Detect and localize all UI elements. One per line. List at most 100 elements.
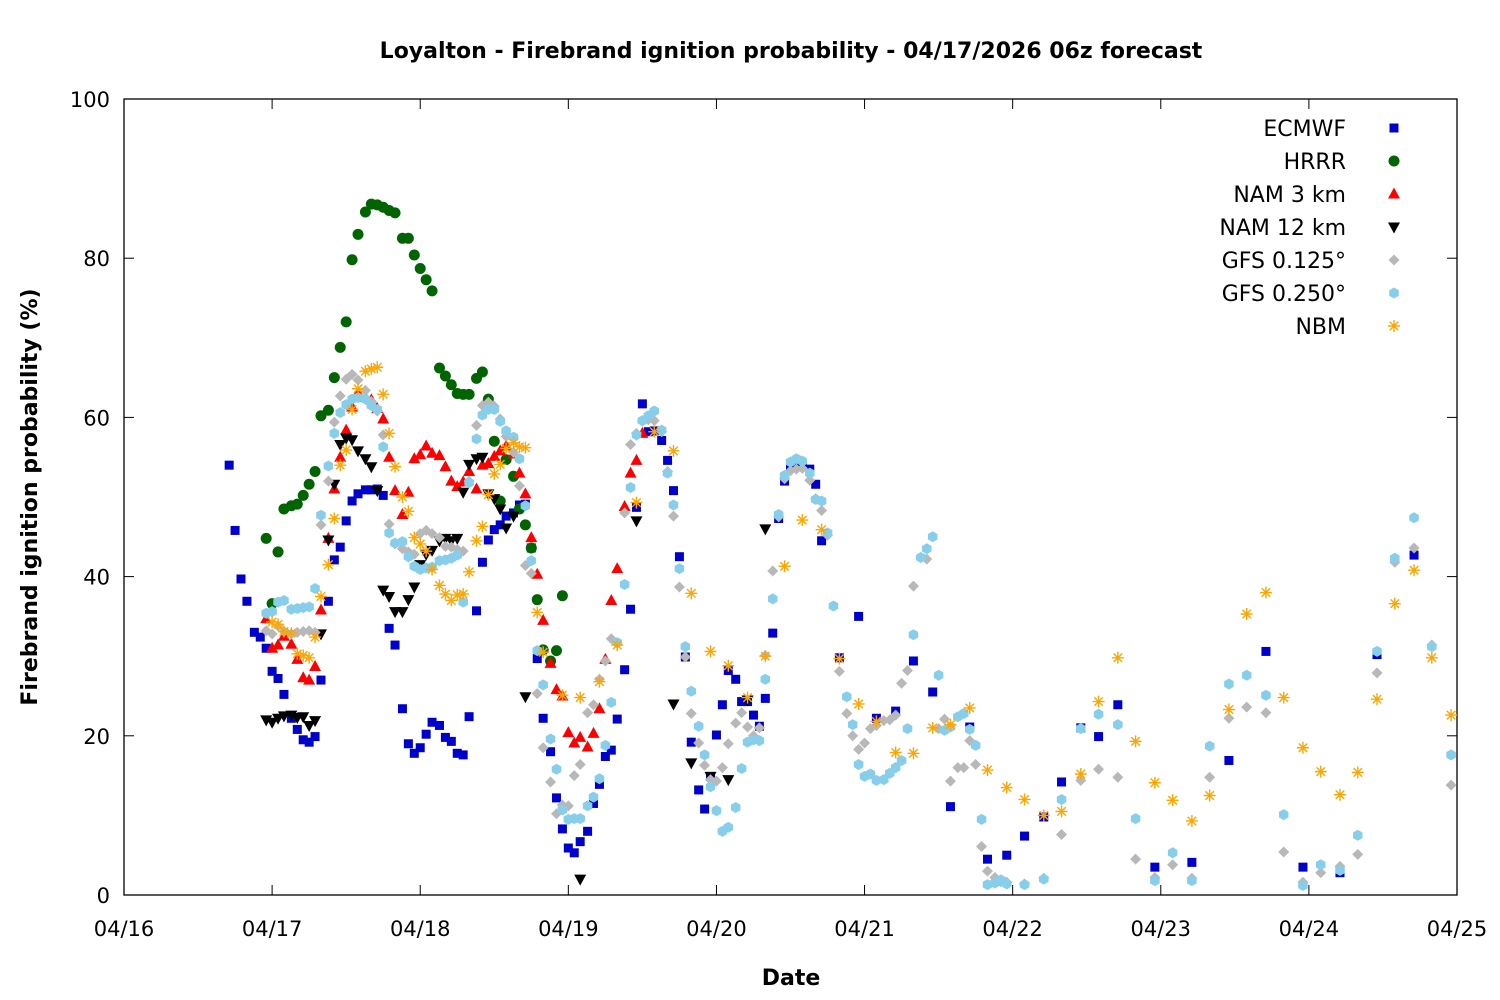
data-point-gfs-0-250	[896, 754, 907, 766]
data-point-gfs-0-125	[315, 519, 327, 531]
data-point-nbm	[889, 746, 902, 759]
data-point-gfs-0-250	[693, 720, 704, 732]
data-point-nbm	[414, 537, 427, 550]
data-point-ecmwf	[378, 490, 388, 500]
data-point-ecmwf	[663, 455, 673, 465]
data-point-nbm	[352, 382, 365, 395]
data-point-nam-12-km	[722, 775, 735, 787]
data-point-ecmwf	[551, 793, 561, 803]
data-point-nbm	[291, 647, 304, 660]
data-point-gfs-0-125	[625, 438, 637, 450]
data-point-gfs-0-125	[902, 665, 914, 677]
data-point-gfs-0-125	[513, 480, 525, 492]
legend-marker-gfs-0-125	[1388, 254, 1400, 266]
data-point-gfs-0-250	[1204, 740, 1215, 752]
data-point-nam-3-km	[439, 460, 452, 472]
data-point-hrrr	[488, 435, 500, 447]
data-point-ecmwf	[390, 640, 400, 650]
data-point-gfs-0-125	[471, 419, 483, 431]
legend-marker-nam-3-km	[1388, 187, 1400, 199]
data-point-gfs-0-125	[1093, 763, 1105, 775]
data-point-nbm	[852, 697, 865, 710]
legend-entry-ecmwf: ECMWF	[1263, 117, 1399, 142]
data-point-nbm	[1333, 788, 1346, 801]
data-point-gfs-0-250	[927, 531, 938, 543]
x-tick-label: 04/23	[1131, 917, 1192, 941]
legend-label: GFS 0.250°	[1222, 282, 1346, 307]
data-point-ecmwf	[316, 675, 326, 685]
data-point-gfs-0-125	[1408, 542, 1420, 554]
data-point-ecmwf	[637, 399, 647, 409]
data-point-gfs-0-125	[426, 528, 438, 540]
data-point-gfs-0-250	[501, 425, 511, 437]
legend-label: ECMWF	[1263, 117, 1346, 142]
data-point-gfs-0-125	[352, 374, 364, 386]
data-point-nbm	[396, 491, 409, 503]
data-point-gfs-0-250	[1390, 552, 1400, 564]
data-point-nam-3-km	[624, 466, 637, 478]
data-point-nbm	[1351, 766, 1364, 779]
data-point-gfs-0-125	[907, 580, 919, 592]
data-point-ecmwf	[452, 748, 462, 758]
data-point-gfs-0-250	[267, 606, 277, 618]
data-point-gfs-0-125	[377, 429, 389, 441]
data-point-ecmwf	[1113, 700, 1123, 710]
data-point-gfs-0-250	[323, 460, 334, 472]
data-point-nam-3-km	[340, 423, 353, 435]
data-point-nam-12-km	[463, 459, 476, 471]
data-point-nbm	[704, 645, 717, 658]
data-point-ecmwf	[267, 666, 277, 676]
data-point-gfs-0-125	[841, 708, 853, 720]
data-point-ecmwf	[532, 654, 542, 664]
data-point-ecmwf	[261, 643, 271, 653]
data-point-gfs-0-125	[545, 776, 557, 788]
data-point-nbm	[722, 659, 735, 672]
data-point-ecmwf	[569, 848, 579, 858]
data-point-gfs-0-250	[304, 601, 314, 613]
data-point-gfs-0-250	[464, 477, 474, 489]
x-tick-label: 04/22	[982, 917, 1043, 941]
data-point-ecmwf	[908, 656, 918, 666]
data-point-gfs-0-125	[970, 758, 982, 770]
data-point-nbm	[685, 587, 698, 600]
data-point-gfs-0-250	[656, 424, 667, 436]
data-point-gfs-0-250	[1446, 749, 1456, 761]
data-point-gfs-0-125	[1130, 853, 1142, 865]
data-point-gfs-0-250	[699, 749, 710, 761]
data-point-nam-12-km	[371, 486, 384, 498]
data-point-nbm	[297, 649, 310, 662]
data-point-nam-12-km	[457, 487, 470, 499]
data-point-gfs-0-250	[723, 821, 734, 833]
data-point-nbm	[334, 459, 347, 472]
data-point-nbm	[1000, 781, 1013, 794]
data-point-nbm	[815, 523, 828, 536]
data-point-nam-3-km	[426, 446, 439, 458]
data-point-nbm	[870, 715, 883, 728]
data-point-nbm	[328, 512, 341, 525]
data-point-nbm	[277, 625, 290, 638]
data-point-gfs-0-125	[944, 775, 956, 787]
data-point-ecmwf	[982, 854, 992, 864]
y-tick-label: 0	[97, 884, 110, 908]
data-point-ecmwf	[366, 485, 376, 495]
data-point-gfs-0-250	[495, 415, 505, 427]
data-point-gfs-0-250	[1315, 859, 1326, 871]
data-point-gfs-0-250	[353, 392, 363, 403]
data-point-ecmwf	[583, 826, 593, 836]
data-point-ecmwf	[546, 747, 556, 757]
data-point-nam-3-km	[574, 730, 587, 742]
data-point-nbm	[314, 590, 327, 603]
data-point-nbm	[1018, 793, 1031, 806]
data-point-nbm	[470, 534, 483, 547]
data-point-nbm	[1092, 695, 1105, 708]
data-point-nbm	[457, 588, 470, 601]
data-point-ecmwf	[694, 785, 704, 795]
data-point-ecmwf	[421, 729, 431, 739]
data-point-gfs-0-250	[310, 583, 320, 595]
y-tick-label: 80	[83, 247, 110, 271]
data-point-gfs-0-250	[606, 696, 617, 708]
data-point-nam-3-km	[420, 439, 433, 451]
data-point-nbm	[500, 442, 513, 455]
data-point-hrrr	[334, 341, 346, 353]
data-point-ecmwf	[329, 555, 339, 565]
